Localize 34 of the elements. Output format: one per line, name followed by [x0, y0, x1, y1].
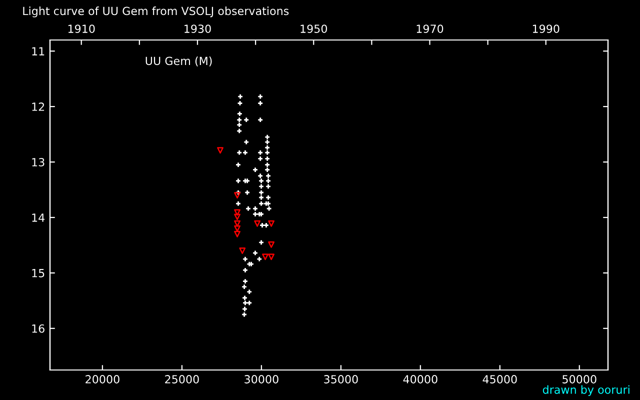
x2-tick-label: 1990: [532, 24, 560, 33]
y-tick-label: 16: [32, 324, 44, 333]
point: [234, 225, 240, 232]
x-tick-label: 20000: [86, 375, 120, 384]
x2-tick-label: 1970: [416, 24, 444, 33]
annotation: UU Gem (M): [146, 56, 212, 66]
point: [268, 254, 275, 260]
point: [254, 220, 261, 227]
text: drawn by ooruri: [542, 385, 630, 396]
x-tick-label: 45000: [482, 375, 517, 384]
x-tick-label: 25000: [165, 375, 199, 384]
point: [262, 254, 268, 260]
chart-title: Light curve of UU Gem from VSOLJ observations: [23, 6, 289, 18]
x-tick-label: 50000: [562, 375, 596, 384]
x2-tick-label: 1930: [184, 24, 211, 33]
x-tick-label: 40000: [403, 375, 438, 384]
point: [234, 214, 240, 220]
x-tick-label: 30000: [244, 375, 278, 384]
point: [239, 248, 246, 254]
point: [268, 241, 275, 248]
x-tick-label: 35000: [324, 375, 358, 384]
x2-tick-label: 1910: [68, 24, 95, 33]
x2-tick-label: 1950: [300, 24, 328, 33]
point: [234, 220, 240, 227]
y-tick-label: 14: [32, 214, 45, 222]
point: [268, 220, 275, 227]
y-tick-label: 13: [32, 158, 44, 166]
point: [234, 209, 240, 216]
y-tick-label: 12: [32, 102, 44, 111]
y-tick-label: 11: [32, 47, 44, 56]
point: [217, 147, 224, 154]
point: [234, 192, 240, 199]
y-tick-label: 15: [32, 269, 44, 278]
point: [234, 230, 240, 238]
